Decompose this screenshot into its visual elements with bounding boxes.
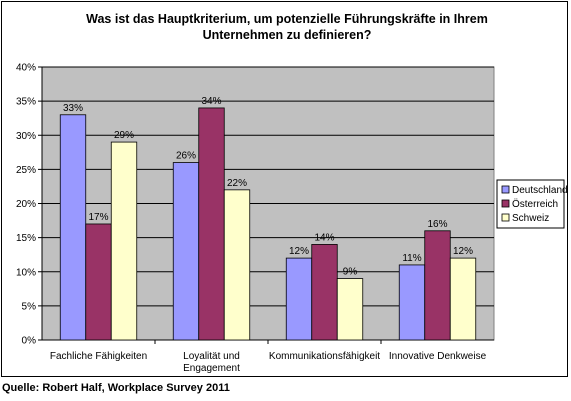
plot-area: 0% 5% 10% 15% 20% 25% 30% 35% 40% 33% 17% 29% Fachli… xyxy=(16,63,495,374)
bar-chart: Was ist das Hauptkriterium, um potenziel… xyxy=(16,12,568,374)
bar-schweiz xyxy=(449,257,477,341)
legend-swatch xyxy=(501,185,510,194)
legend-label: Österreich xyxy=(512,198,558,210)
bar-sterreich xyxy=(198,107,225,341)
y-tick-label: 10% xyxy=(16,267,36,278)
bar-deutschland xyxy=(59,114,87,341)
y-tick-label: 5% xyxy=(22,301,37,312)
bar-schweiz xyxy=(223,189,251,341)
y-tick-label: 40% xyxy=(16,63,36,74)
chart-title: Was ist das Hauptkriterium, um potenziel… xyxy=(86,12,488,42)
data-label: 16% xyxy=(427,219,447,230)
bar-sterreich xyxy=(424,230,451,341)
category-label: Loyalität und xyxy=(183,351,240,362)
legend-swatch xyxy=(501,213,510,222)
category-label: Innovative Denkweise xyxy=(389,351,487,362)
y-tick-label: 0% xyxy=(22,336,37,347)
bar-deutschland xyxy=(398,264,426,341)
category-label: Kommunikationsfähigkeit xyxy=(269,351,380,362)
y-tick-label: 25% xyxy=(16,165,36,176)
data-label: 14% xyxy=(314,232,334,243)
chart-title-line: Was ist das Hauptkriterium, um potenziel… xyxy=(86,12,488,26)
y-tick-label: 15% xyxy=(16,233,36,244)
chart-frame: Was ist das Hauptkriterium, um potenziel… xyxy=(1,1,568,377)
legend-label: Schweiz xyxy=(512,213,549,224)
data-label: 17% xyxy=(88,212,108,223)
data-label: 22% xyxy=(227,178,247,189)
data-label: 9% xyxy=(343,267,358,278)
y-tick-label: 20% xyxy=(16,199,36,210)
legend-swatch xyxy=(501,199,510,208)
bar-schweiz xyxy=(110,141,138,341)
category-label: Engagement xyxy=(183,363,240,374)
data-label: 34% xyxy=(201,96,221,107)
legend: Deutschland Österreich Schweiz xyxy=(496,179,568,229)
bar-schweiz xyxy=(336,278,364,341)
bar-sterreich xyxy=(311,244,338,341)
data-label: 12% xyxy=(289,246,309,257)
bar-deutschland xyxy=(172,162,200,341)
source-note: Quelle: Robert Half, Workplace Survey 20… xyxy=(2,382,230,394)
y-tick-label: 30% xyxy=(16,131,36,142)
bar-deutschland xyxy=(285,257,313,341)
category-label: Fachliche Fähigkeiten xyxy=(50,351,147,362)
data-label: 12% xyxy=(453,246,473,257)
data-label: 33% xyxy=(63,103,83,114)
y-tick-label: 35% xyxy=(16,97,36,108)
bar-sterreich xyxy=(85,223,112,341)
data-label: 26% xyxy=(176,151,196,162)
data-label: 11% xyxy=(402,253,421,264)
data-label: 29% xyxy=(114,130,134,141)
legend-label: Deutschland xyxy=(512,185,568,196)
chart-title-line: Unternehmen zu definieren? xyxy=(203,28,372,42)
